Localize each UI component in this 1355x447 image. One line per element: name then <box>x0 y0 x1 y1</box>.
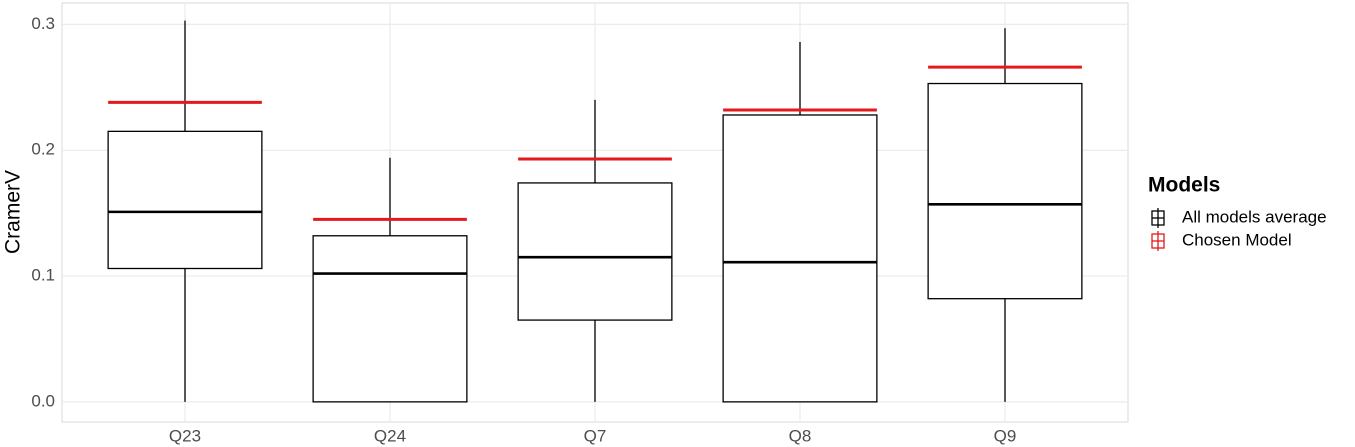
y-axis-label: CramerV <box>2 170 25 254</box>
box <box>312 235 468 403</box>
x-tick-label: Q24 <box>374 426 406 445</box>
box <box>927 82 1083 300</box>
y-tick-label: 0.3 <box>31 14 55 33</box>
y-tick-label: 0.0 <box>31 391 55 410</box>
x-tick-label: Q23 <box>169 426 201 445</box>
x-tick-label: Q9 <box>994 426 1017 445</box>
y-tick-label: 0.1 <box>31 266 55 285</box>
legend-label: Chosen Model <box>1182 230 1292 249</box>
legend-label: All models average <box>1182 207 1327 226</box>
box <box>107 130 263 270</box>
x-tick-label: Q7 <box>584 426 607 445</box>
legend-title: Models <box>1148 174 1220 197</box>
box <box>722 114 878 403</box>
box <box>517 182 673 321</box>
x-tick-label: Q8 <box>789 426 812 445</box>
y-tick-label: 0.2 <box>31 140 55 159</box>
